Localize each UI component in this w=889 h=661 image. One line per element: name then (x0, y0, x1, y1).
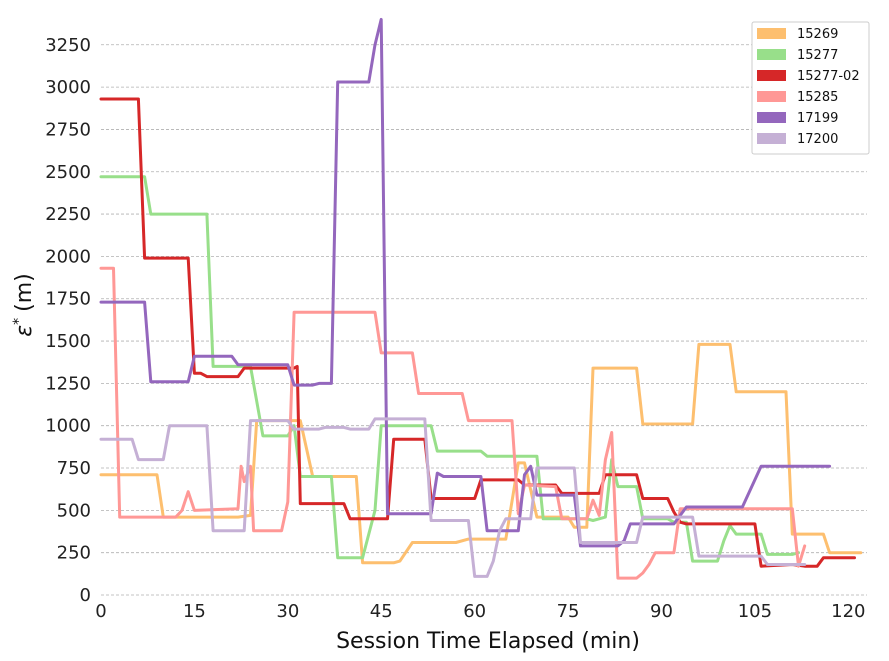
y-axis-title-superscript: * (11, 318, 27, 325)
legend-label-15277: 15277 (797, 48, 838, 63)
y-tick-label: 1750 (45, 289, 91, 310)
series-line-15277 (99, 175, 800, 563)
series-lines (99, 17, 863, 580)
x-tick-label: 45 (370, 601, 393, 622)
legend-swatch-17199 (757, 112, 786, 123)
legend-swatch-15277-02 (757, 70, 786, 81)
series-line-17200 (99, 417, 807, 578)
x-tick-label: 0 (95, 601, 106, 622)
y-tick-label: 2250 (45, 204, 91, 225)
x-tick-label: 30 (276, 601, 299, 622)
y-tick-label: 2750 (45, 119, 91, 140)
y-tick-label: 250 (57, 543, 91, 564)
legend-label-17199: 17199 (797, 111, 838, 126)
y-tick-label: 750 (57, 458, 91, 479)
x-axis-title: Session Time Elapsed (min) (336, 629, 640, 654)
series-line-15277-02 (99, 97, 856, 568)
x-axis-ticks: 0 15 30 45 60 75 90 105 120 (95, 601, 865, 622)
x-tick-label: 60 (463, 601, 486, 622)
y-tick-label: 500 (57, 500, 91, 521)
legend-label-17200: 17200 (797, 132, 838, 147)
series-line-15285 (99, 266, 807, 580)
x-tick-label: 90 (650, 601, 673, 622)
legend-swatch-15285 (757, 91, 786, 102)
legend-swatch-15269 (757, 28, 786, 39)
y-tick-label: 1250 (45, 373, 91, 394)
x-tick-label: 15 (183, 601, 206, 622)
series-line-17199 (99, 17, 832, 548)
legend-label-15269: 15269 (797, 27, 838, 42)
y-tick-label: 1500 (45, 331, 91, 352)
x-tick-label: 105 (738, 601, 772, 622)
legend-swatch-15277 (757, 49, 786, 60)
legend: 15269 15277 15277-02 15285 17199 17200 (751, 21, 870, 155)
y-tick-label: 3250 (45, 35, 91, 56)
y-axis-ticks: 0 250 500 750 1000 1250 1500 1750 2000 2250 2500 27… (45, 35, 91, 606)
legend-label-15285: 15285 (797, 90, 838, 105)
y-tick-label: 1000 (45, 416, 91, 437)
y-tick-label: 0 (80, 585, 91, 606)
y-axis-title-symbol: ε (12, 325, 37, 337)
legend-swatch-17200 (757, 133, 786, 144)
y-tick-label: 2000 (45, 246, 91, 267)
y-tick-label: 3000 (45, 77, 91, 98)
y-tick-label: 2500 (45, 162, 91, 183)
y-axis-title: ε* (m) (11, 273, 37, 337)
grid-lines (101, 44, 867, 596)
y-axis-title-unit: (m) (12, 273, 37, 312)
x-tick-label: 120 (831, 601, 865, 622)
legend-label-15277-02: 15277-02 (797, 69, 860, 84)
x-tick-label: 75 (557, 601, 580, 622)
